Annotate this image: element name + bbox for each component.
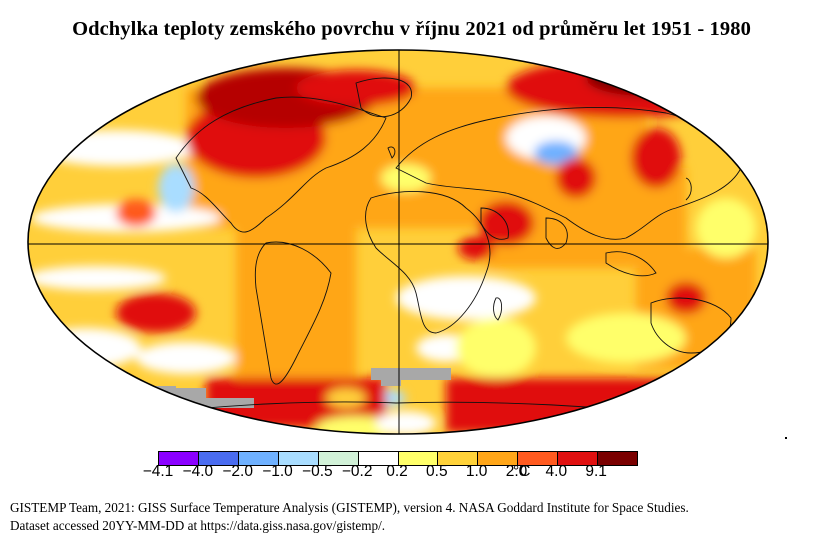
legend-tick-label: −4.0 (182, 463, 214, 480)
legend-swatch (198, 452, 239, 465)
legend-tick-label: −0.5 (302, 463, 333, 480)
legend-swatch (278, 452, 319, 465)
legend-tick-label: 9.1 (585, 463, 607, 480)
color-legend: −4.1 −4.0 −2.0 −1.0 −0.5 −0.2 0.2 0.5 1.0 2.0 4.0 9… (143, 451, 638, 487)
legend-unit: °C (513, 463, 531, 480)
legend-swatch (159, 452, 199, 465)
marker-dot (785, 437, 787, 439)
legend-swatch (238, 452, 279, 465)
map-title: Odchylka teploty zemského povrchu v říjn… (72, 18, 751, 40)
legend-tick-label: −0.2 (341, 463, 373, 480)
legend-colorbar (158, 451, 638, 466)
legend-swatch (478, 452, 519, 465)
globe-outline (27, 49, 769, 435)
legend-tick-label: 2.0 (505, 463, 528, 480)
legend-swatch (318, 452, 359, 465)
legend-tick-label: −2.0 (222, 463, 253, 480)
legend-swatch (558, 452, 599, 465)
footer-line-2: Dataset accessed 20YY-MM-DD at https://d… (10, 518, 386, 533)
legend-swatch (518, 452, 559, 465)
legend-tick-label: 0.5 (426, 463, 448, 480)
legend-swatch (598, 452, 638, 465)
legend-tick-label: 1.0 (465, 463, 488, 480)
legend-swatch (398, 452, 439, 465)
temperature-anomaly-map (26, 48, 770, 436)
source-footer: GISTEMP Team, 2021: GISS Surface Tempera… (10, 499, 815, 535)
legend-swatch (438, 452, 479, 465)
legend-tick-label: −4.1 (142, 463, 174, 480)
legend-tick-label: 4.0 (545, 463, 568, 480)
legend-swatch (358, 452, 399, 465)
legend-tick-label: 0.2 (386, 463, 408, 480)
footer-line-1: GISTEMP Team, 2021: GISS Surface Tempera… (10, 500, 689, 515)
legend-tick-label: −1.0 (262, 463, 293, 480)
